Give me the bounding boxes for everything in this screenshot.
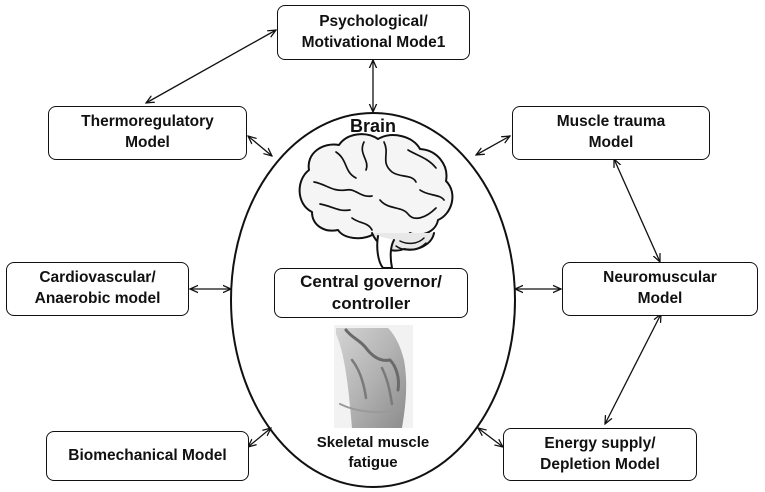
skeletal-muscle-fatigue-label: Skeletal muscle fatigue [316,434,430,472]
brain-icon [298,133,454,269]
arrow-energy-ellipse [478,428,503,447]
arrow-trauma-ellipse [476,136,510,155]
central-ellipse [230,112,516,488]
psychological-model-box: Psychological/ Motivational Mode1 [277,5,470,60]
cardiovascular-model-box: Cardiovascular/ Anaerobic model [6,262,189,316]
muscle-fatigue-image [334,325,413,428]
central-governor-box: Central governor/ controller [274,268,468,318]
thermoregulatory-model-box: Thermoregulatory Model [48,106,247,160]
arrow-neuro-energy [605,314,661,424]
arrow-bio-ellipse [248,428,271,447]
brain-label: Brain [349,116,396,136]
muscle-trauma-model-box: Muscle trauma Model [512,106,710,160]
arrow-trauma-neuro [614,159,660,262]
arrow-thermo-ellipse [248,136,272,156]
energy-supply-model-box: Energy supply/ Depletion Model [503,428,697,481]
arrow-psych-thermo [146,30,276,103]
biomechanical-model-box: Biomechanical Model [46,431,249,481]
neuromuscular-model-box: Neuromuscular Model [562,262,758,316]
